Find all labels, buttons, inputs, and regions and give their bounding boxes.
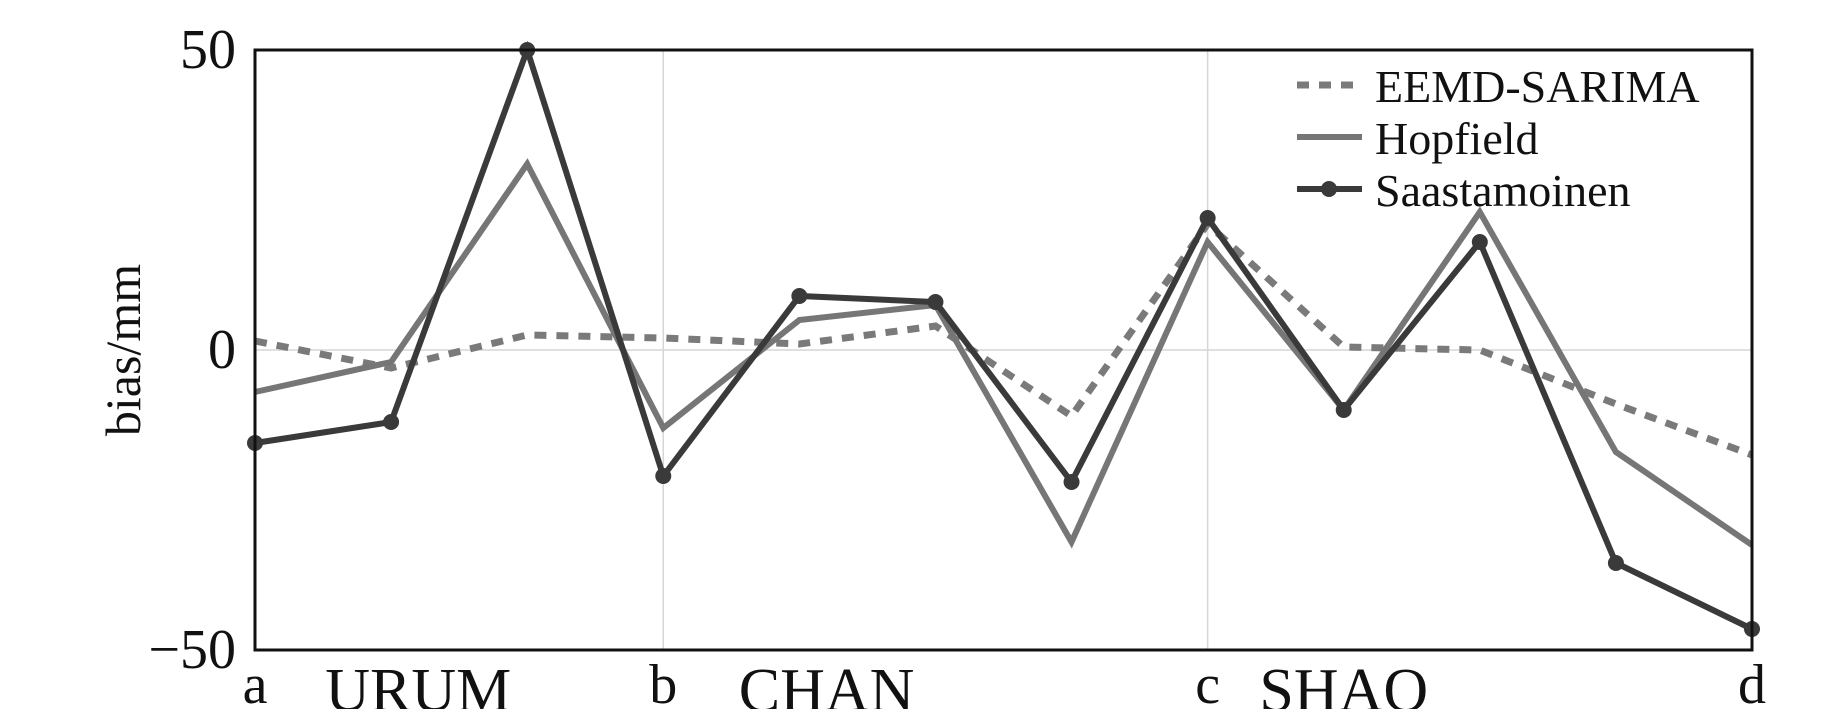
data-point bbox=[1607, 555, 1624, 571]
y-tick-label: −50 bbox=[148, 619, 236, 681]
station-label: URUM bbox=[325, 657, 511, 709]
legend-label: Hopfield bbox=[1375, 113, 1539, 164]
data-point bbox=[1335, 402, 1352, 418]
data-point bbox=[1199, 210, 1216, 226]
data-point bbox=[791, 288, 808, 304]
data-point bbox=[1063, 474, 1080, 490]
series-line-eemd-sarima bbox=[254, 218, 1754, 459]
data-point bbox=[655, 468, 672, 484]
data-point bbox=[1471, 234, 1488, 250]
y-tick-label: 50 bbox=[180, 19, 236, 81]
series-line-hopfield bbox=[254, 158, 1754, 549]
legend-marker bbox=[1321, 181, 1337, 197]
x-tick-label: c bbox=[1195, 654, 1220, 709]
y-tick-label: 0 bbox=[208, 319, 236, 381]
x-tick-label: b bbox=[649, 654, 677, 709]
series-line-saastamoinen bbox=[254, 40, 1754, 632]
legend-label: Saastamoinen bbox=[1375, 165, 1631, 216]
x-axis: a b c d URUM CHAN SHAO bbox=[243, 654, 1766, 709]
station-label: SHAO bbox=[1259, 657, 1428, 709]
y-axis: 50 0 −50 bbox=[148, 19, 236, 681]
x-tick-label: a bbox=[243, 654, 268, 709]
series-layer bbox=[247, 40, 1760, 637]
data-point bbox=[383, 414, 400, 430]
station-label: CHAN bbox=[739, 657, 915, 709]
data-point bbox=[927, 294, 944, 310]
legend-label: EEMD-SARIMA bbox=[1375, 61, 1700, 112]
x-tick-label: d bbox=[1738, 654, 1766, 709]
y-axis-label: bias/mm bbox=[95, 264, 151, 436]
plot-frame bbox=[253, 48, 1754, 652]
